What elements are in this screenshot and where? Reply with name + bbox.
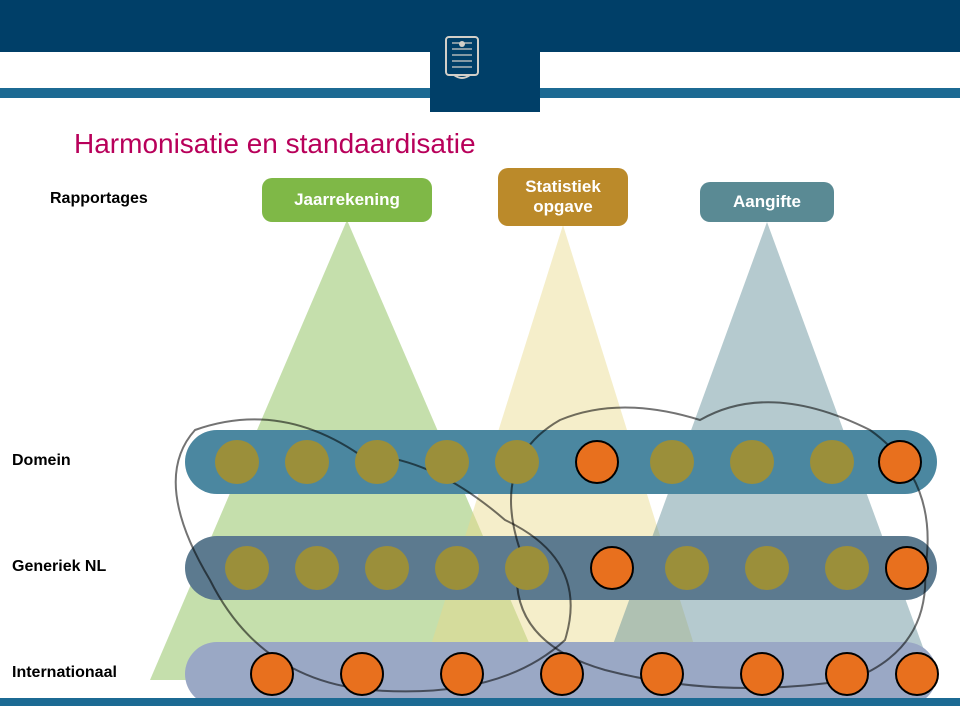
dot-r0-7 <box>730 440 774 484</box>
dot-r0-2 <box>355 440 399 484</box>
dot-r1-3 <box>435 546 479 590</box>
row-label-domein: Domein <box>12 452 71 470</box>
dot-r1-8 <box>825 546 869 590</box>
dot-r2-1 <box>340 652 384 696</box>
footer-line <box>0 698 960 706</box>
dot-r2-7 <box>895 652 939 696</box>
dot-r1-0 <box>225 546 269 590</box>
dot-r0-4 <box>495 440 539 484</box>
dot-r2-3 <box>540 652 584 696</box>
page-title: Harmonisatie en standaardisatie <box>74 128 476 160</box>
dot-r2-0 <box>250 652 294 696</box>
dot-r0-1 <box>285 440 329 484</box>
dot-r0-3 <box>425 440 469 484</box>
row-label-internationaal: Internationaal <box>12 664 117 682</box>
dot-r0-6 <box>650 440 694 484</box>
dot-r0-5 <box>575 440 619 484</box>
dot-r0-0 <box>215 440 259 484</box>
dot-r1-7 <box>745 546 789 590</box>
dot-r1-2 <box>365 546 409 590</box>
dot-r1-6 <box>665 546 709 590</box>
dot-r0-8 <box>810 440 854 484</box>
row-label-generiek: Generiek NL <box>12 558 106 576</box>
dot-r2-5 <box>740 652 784 696</box>
emblem-icon <box>442 31 482 81</box>
pill-aangifte: Aangifte <box>700 182 834 222</box>
dot-r0-9 <box>878 440 922 484</box>
dot-r2-2 <box>440 652 484 696</box>
dot-r1-1 <box>295 546 339 590</box>
dot-r2-4 <box>640 652 684 696</box>
dot-r1-5 <box>590 546 634 590</box>
dot-r1-4 <box>505 546 549 590</box>
dot-r1-9 <box>885 546 929 590</box>
dot-r2-6 <box>825 652 869 696</box>
reports-label: Rapportages <box>50 190 148 208</box>
logo-box: Belastingdienst <box>430 0 540 112</box>
pill-jaarrekening: Jaarrekening <box>262 178 432 222</box>
pill-statistiek: Statistiekopgave <box>498 168 628 226</box>
